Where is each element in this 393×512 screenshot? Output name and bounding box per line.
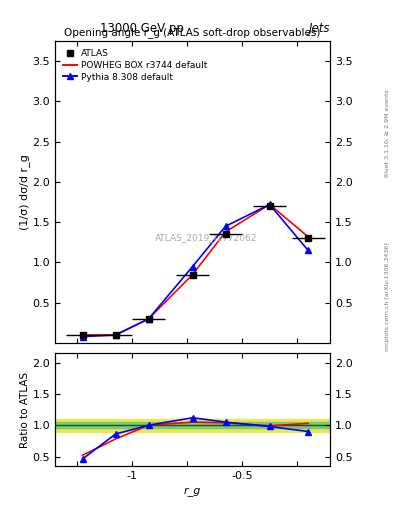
Y-axis label: (1/σ) dσ/d r_g: (1/σ) dσ/d r_g	[19, 154, 29, 230]
Text: Jets: Jets	[309, 22, 330, 34]
Text: 13000 GeV pp: 13000 GeV pp	[99, 22, 184, 34]
Bar	[55, 419, 330, 432]
Y-axis label: Ratio to ATLAS: Ratio to ATLAS	[20, 372, 29, 447]
Text: Rivet 3.1.10; ≥ 2.9M events: Rivet 3.1.10; ≥ 2.9M events	[385, 89, 389, 177]
Legend: ATLAS, POWHEG BOX r3744 default, Pythia 8.308 default: ATLAS, POWHEG BOX r3744 default, Pythia …	[59, 46, 211, 85]
Title: Opening angle r_g (ATLAS soft-drop observables): Opening angle r_g (ATLAS soft-drop obser…	[64, 28, 321, 38]
Text: mcplots.cern.ch [arXiv:1306.3436]: mcplots.cern.ch [arXiv:1306.3436]	[385, 243, 389, 351]
X-axis label: r_g: r_g	[184, 486, 201, 496]
Text: ATLAS_2019_I1772062: ATLAS_2019_I1772062	[155, 233, 257, 242]
Bar	[55, 422, 330, 429]
